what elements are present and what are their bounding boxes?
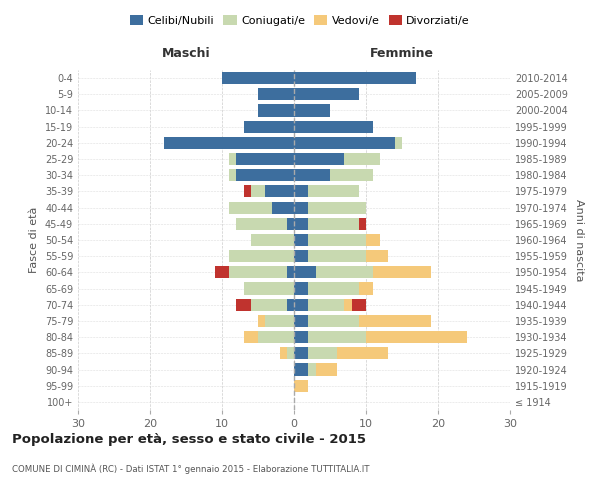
Bar	[294, 218, 308, 230]
Bar	[308, 364, 316, 376]
Bar	[344, 153, 380, 165]
Bar	[294, 315, 308, 327]
Bar	[236, 218, 287, 230]
Bar	[366, 234, 380, 246]
Bar	[294, 120, 373, 132]
Bar	[215, 266, 229, 278]
Bar	[265, 186, 294, 198]
Bar	[244, 120, 294, 132]
Bar	[222, 72, 294, 84]
Bar	[287, 298, 294, 311]
Bar	[244, 331, 258, 343]
Bar	[308, 348, 337, 360]
Bar	[229, 250, 294, 262]
Bar	[236, 298, 251, 311]
Bar	[294, 169, 330, 181]
Text: Femmine: Femmine	[370, 48, 434, 60]
Bar	[294, 380, 308, 392]
Bar	[229, 153, 236, 165]
Bar	[294, 234, 308, 246]
Text: COMUNE DI CIMINÀ (RC) - Dati ISTAT 1° gennaio 2015 - Elaborazione TUTTITALIA.IT: COMUNE DI CIMINÀ (RC) - Dati ISTAT 1° ge…	[12, 464, 370, 474]
Bar	[308, 282, 359, 294]
Bar	[294, 298, 308, 311]
Bar	[258, 315, 265, 327]
Bar	[251, 234, 294, 246]
Bar	[229, 266, 287, 278]
Bar	[258, 331, 294, 343]
Bar	[294, 364, 308, 376]
Bar	[308, 315, 359, 327]
Bar	[236, 153, 294, 165]
Bar	[294, 266, 316, 278]
Y-axis label: Anni di nascita: Anni di nascita	[574, 198, 584, 281]
Bar	[294, 348, 308, 360]
Bar	[229, 202, 272, 213]
Bar	[308, 234, 366, 246]
Bar	[287, 218, 294, 230]
Bar	[272, 202, 294, 213]
Bar	[251, 298, 287, 311]
Bar	[294, 186, 308, 198]
Bar	[344, 298, 352, 311]
Bar	[265, 315, 294, 327]
Bar	[366, 331, 467, 343]
Bar	[366, 250, 388, 262]
Bar	[294, 331, 308, 343]
Bar	[294, 104, 330, 117]
Bar	[294, 250, 308, 262]
Bar	[244, 282, 294, 294]
Bar	[244, 186, 251, 198]
Bar	[330, 169, 373, 181]
Bar	[308, 202, 366, 213]
Bar	[258, 104, 294, 117]
Bar	[280, 348, 287, 360]
Bar	[287, 348, 294, 360]
Bar	[373, 266, 431, 278]
Bar	[359, 315, 431, 327]
Bar	[316, 364, 337, 376]
Bar	[294, 88, 359, 101]
Bar	[308, 218, 359, 230]
Bar	[294, 137, 395, 149]
Bar	[229, 169, 236, 181]
Text: Popolazione per età, sesso e stato civile - 2015: Popolazione per età, sesso e stato civil…	[12, 432, 366, 446]
Bar	[294, 72, 416, 84]
Text: Maschi: Maschi	[161, 48, 211, 60]
Bar	[308, 331, 366, 343]
Bar	[308, 250, 366, 262]
Bar	[294, 153, 344, 165]
Bar	[359, 282, 373, 294]
Bar	[236, 169, 294, 181]
Bar	[395, 137, 402, 149]
Bar	[308, 186, 359, 198]
Bar	[337, 348, 388, 360]
Bar	[258, 88, 294, 101]
Bar	[294, 282, 308, 294]
Bar	[164, 137, 294, 149]
Bar	[294, 202, 308, 213]
Bar	[287, 266, 294, 278]
Bar	[308, 298, 344, 311]
Bar	[352, 298, 366, 311]
Bar	[251, 186, 265, 198]
Y-axis label: Fasce di età: Fasce di età	[29, 207, 39, 273]
Legend: Celibi/Nubili, Coniugati/e, Vedovi/e, Divorziati/e: Celibi/Nubili, Coniugati/e, Vedovi/e, Di…	[125, 10, 475, 30]
Bar	[316, 266, 373, 278]
Bar	[359, 218, 366, 230]
